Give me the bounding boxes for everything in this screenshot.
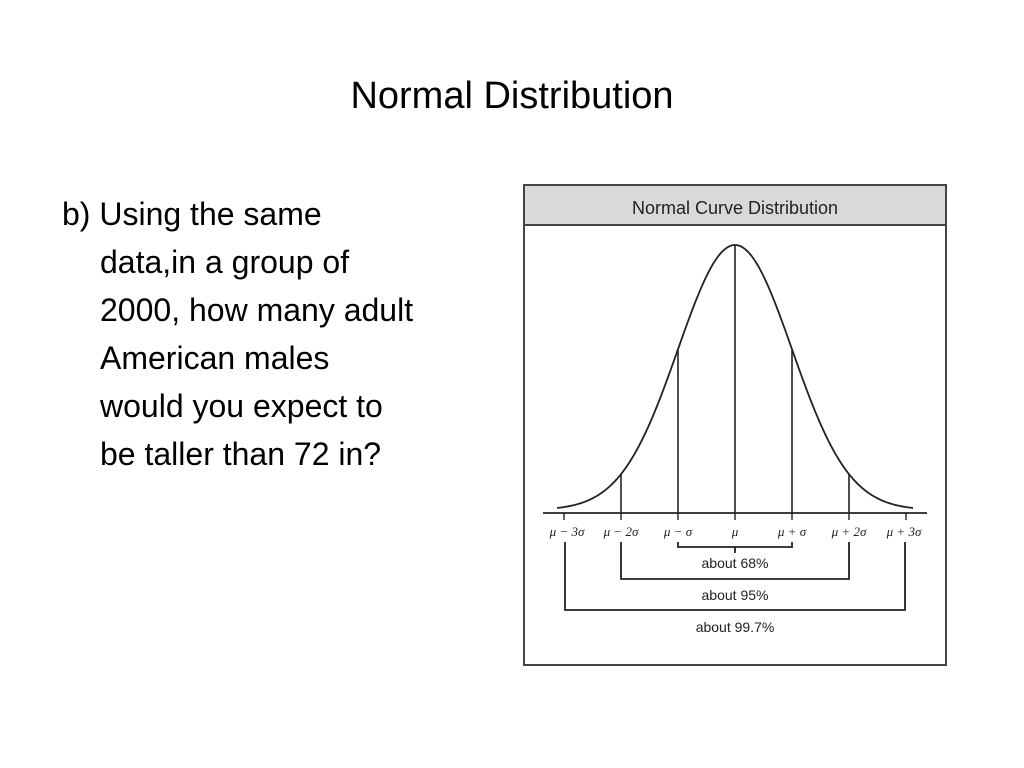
slide-title: Normal Distribution	[350, 75, 674, 117]
axis-label-mu-plus-sigma: μ + σ	[777, 524, 807, 539]
question-line: American males	[100, 340, 330, 376]
axis-label-mu-minus-sigma: μ − σ	[663, 524, 693, 539]
axis-ticks	[563, 513, 907, 520]
question-line: data,in a group of	[100, 244, 350, 280]
normal-curve-figure: Normal Curve Distribution μ − 3σ μ − 2σ …	[523, 184, 947, 666]
axis-label-mu-minus-3sigma: μ − 3σ	[549, 524, 585, 539]
question-line: b) Using the same	[62, 196, 322, 232]
label-68: about 68%	[702, 555, 769, 571]
question-line: 2000, how many adult	[100, 292, 414, 328]
axis-label-mu-plus-3sigma: μ + 3σ	[886, 524, 922, 539]
question-line: would you expect to	[100, 388, 383, 424]
sigma-lines	[620, 245, 850, 513]
figure-header-text: Normal Curve Distribution	[632, 198, 838, 218]
bracket-99-7	[564, 542, 906, 611]
question-text: b) Using the same data,in a group of 200…	[62, 190, 502, 478]
figure-header-band	[525, 186, 945, 225]
normal-curve-svg: Normal Curve Distribution μ − 3σ μ − 2σ …	[523, 184, 947, 666]
question-line: be taller than 72 in?	[100, 436, 382, 472]
axis-label-mu-plus-2sigma: μ + 2σ	[831, 524, 867, 539]
label-95: about 95%	[702, 587, 769, 603]
label-99-7: about 99.7%	[696, 619, 775, 635]
axis-label-mu-minus-2sigma: μ − 2σ	[603, 524, 639, 539]
axis-label-mu: μ	[731, 524, 739, 539]
bracket-95	[620, 542, 850, 580]
